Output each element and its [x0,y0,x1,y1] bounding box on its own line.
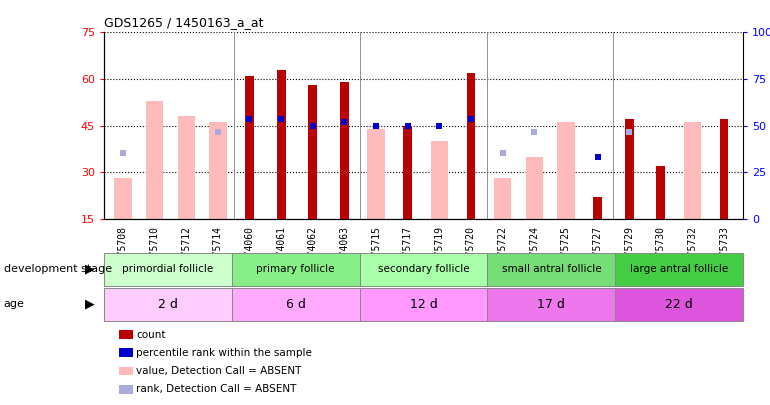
Bar [114,178,132,219]
Bar [232,253,360,286]
Bar [615,288,743,321]
Text: secondary follicle: secondary follicle [378,264,469,274]
Bar [104,288,232,321]
Text: 17 d: 17 d [537,298,565,311]
Bar [276,70,286,219]
Bar [494,178,511,219]
Bar [720,119,728,219]
Text: age: age [4,299,25,309]
Bar [104,253,232,286]
Bar [656,166,665,219]
Text: 2 d: 2 d [158,298,178,311]
Text: 12 d: 12 d [410,298,437,311]
Bar [178,116,195,219]
Bar [367,129,385,219]
Bar [245,76,254,219]
Bar [467,73,475,219]
Text: 6 d: 6 d [286,298,306,311]
Bar [232,288,360,321]
Text: 22 d: 22 d [665,298,693,311]
Text: ▶: ▶ [85,263,95,276]
Text: primordial follicle: primordial follicle [122,264,213,274]
Bar [209,122,226,219]
Bar [593,197,602,219]
Bar [340,82,349,219]
Text: count: count [136,330,166,339]
Text: large antral follicle: large antral follicle [630,264,728,274]
Text: development stage: development stage [4,264,112,274]
Bar [146,101,163,219]
Bar [487,253,615,286]
Bar [684,122,701,219]
Bar [615,253,743,286]
Text: value, Detection Call = ABSENT: value, Detection Call = ABSENT [136,366,302,376]
Text: ▶: ▶ [85,298,95,311]
Bar [360,288,487,321]
Bar [403,126,412,219]
Bar [430,141,448,219]
Text: primary follicle: primary follicle [256,264,335,274]
Text: percentile rank within the sample: percentile rank within the sample [136,348,312,358]
Bar [487,288,615,321]
Text: small antral follicle: small antral follicle [501,264,601,274]
Bar [360,253,487,286]
Bar [308,85,317,219]
Text: GDS1265 / 1450163_a_at: GDS1265 / 1450163_a_at [104,16,263,30]
Bar [526,157,543,219]
Bar [557,122,574,219]
Text: rank, Detection Call = ABSENT: rank, Detection Call = ABSENT [136,384,296,394]
Bar [624,119,634,219]
